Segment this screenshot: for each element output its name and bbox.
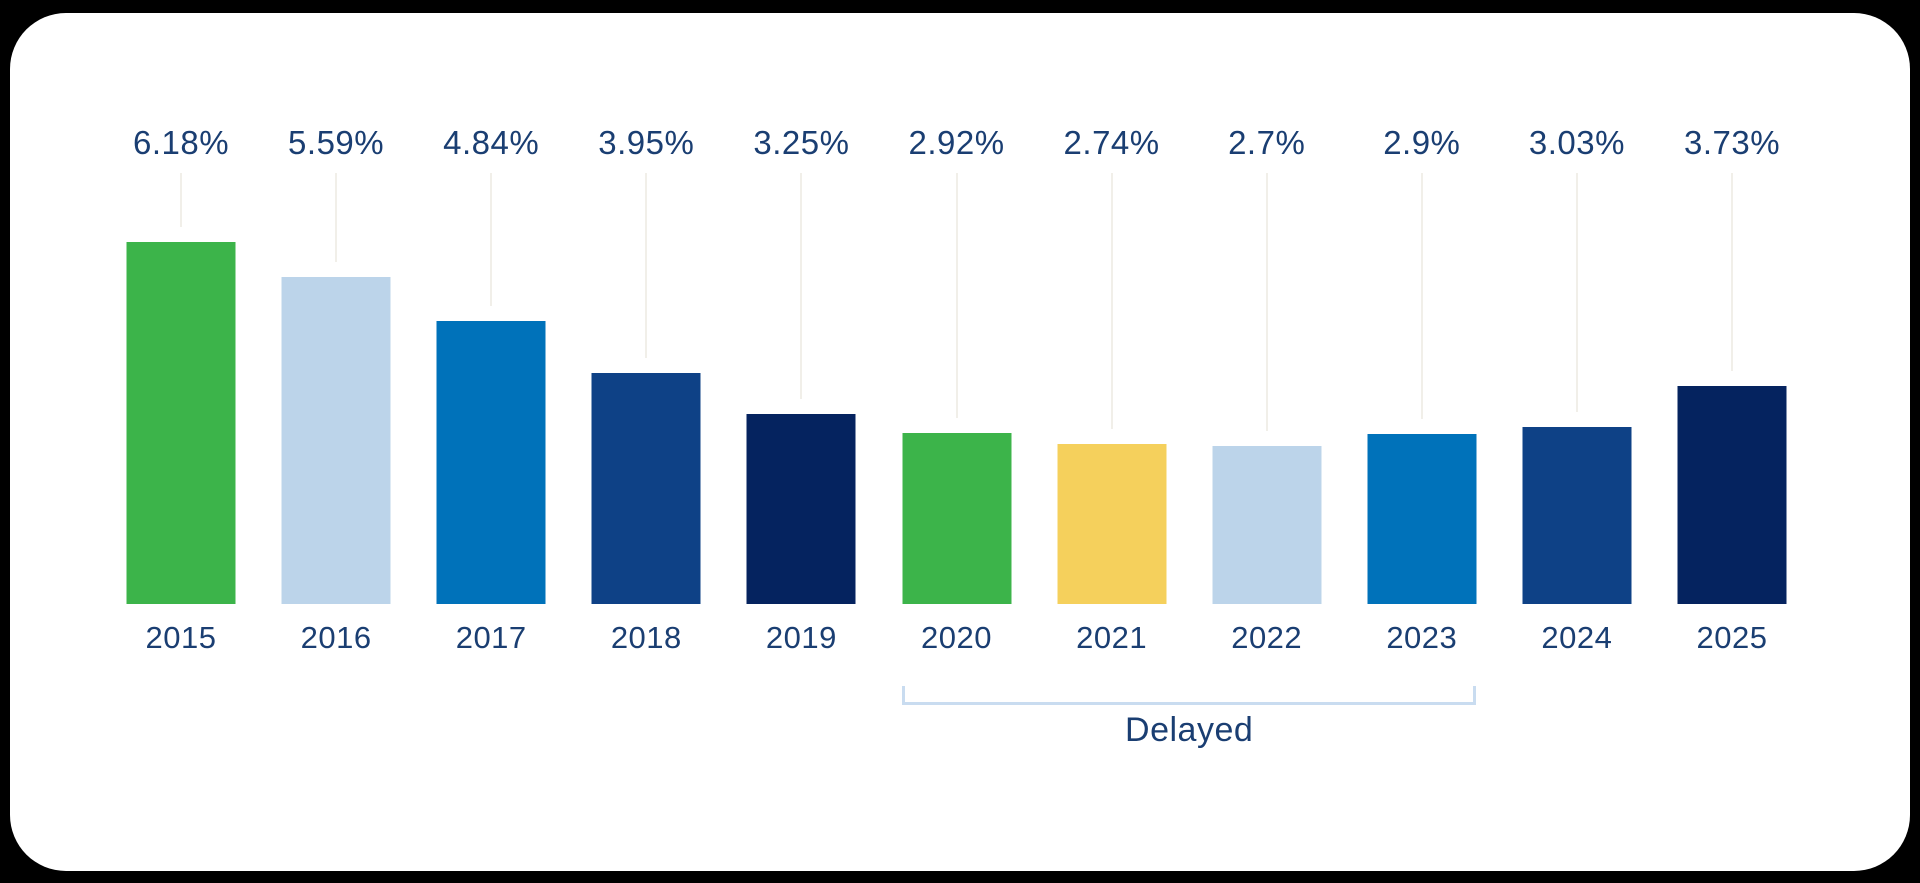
value-connector-line: [490, 173, 493, 306]
bar-value-label: 2.92%: [908, 124, 1005, 161]
bar: [902, 433, 1011, 604]
value-connector-line: [645, 173, 648, 358]
bar-value-label: 2.74%: [1063, 124, 1160, 161]
bar-value-label: 2.9%: [1383, 124, 1461, 161]
bar-value-label: 5.59%: [288, 124, 385, 161]
value-connector-line: [1110, 173, 1113, 429]
x-axis-year-label: 2016: [300, 620, 372, 655]
value-connector-line: [1420, 173, 1423, 420]
bar-value-label: 3.03%: [1528, 124, 1625, 161]
x-axis-year-label: 2017: [455, 620, 527, 655]
bar: [126, 242, 236, 604]
bar: [1212, 445, 1322, 604]
value-connector-line: [335, 173, 338, 262]
bar: [746, 413, 856, 604]
bar-value-label: 3.95%: [598, 124, 695, 161]
x-axis-year-label: 2024: [1541, 620, 1613, 655]
bar: [436, 320, 546, 604]
value-connector-line: [1265, 173, 1268, 431]
value-connector-line: [800, 173, 803, 399]
bar: [281, 276, 391, 604]
value-connector-line: [1731, 173, 1733, 371]
bar-value-label: 2.7%: [1228, 124, 1306, 161]
bar-value-label: 6.18%: [132, 124, 230, 161]
value-connector-line: [180, 173, 182, 228]
delayed-label: Delayed: [1125, 711, 1254, 749]
bar-value-label: 3.25%: [753, 124, 850, 161]
x-axis-year-label: 2021: [1076, 620, 1148, 655]
bar: [1367, 434, 1477, 604]
bar-value-label: 3.73%: [1683, 124, 1781, 161]
bar: [1522, 426, 1632, 604]
bar: [1057, 443, 1167, 604]
x-axis-year-label: 2018: [610, 620, 682, 655]
value-connector-line: [1575, 173, 1578, 412]
x-axis-year-label: 2025: [1696, 620, 1768, 655]
bar: [1677, 385, 1787, 604]
x-axis-year-label: 2019: [765, 620, 837, 655]
x-axis-year-label: 2015: [145, 620, 217, 655]
value-connector-line: [955, 173, 958, 418]
x-axis-year-label: 2022: [1231, 620, 1303, 655]
bar: [591, 372, 701, 604]
bar-value-label: 4.84%: [443, 124, 540, 161]
delayed-bracket: [902, 686, 1477, 705]
x-axis-year-label: 2023: [1386, 620, 1458, 655]
x-axis-year-label: 2020: [921, 620, 992, 655]
